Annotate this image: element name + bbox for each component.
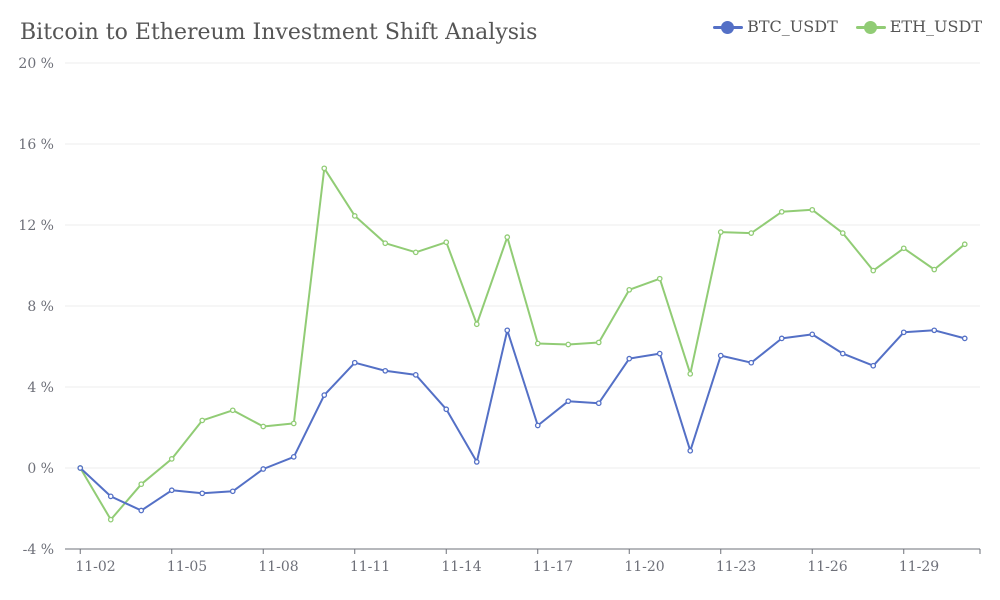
legend-label-btc: BTC_USDT <box>747 17 838 36</box>
x-tick-label: 11-17 <box>533 559 573 575</box>
data-point-btc-usdt[interactable] <box>534 422 541 429</box>
legend-swatch-btc <box>713 20 744 34</box>
chart-title: Bitcoin to Ethereum Investment Shift Ana… <box>20 20 538 45</box>
data-point-btc-usdt[interactable] <box>412 371 419 378</box>
y-tick-label: 4 % <box>27 380 54 396</box>
data-point-btc-usdt[interactable] <box>473 459 480 465</box>
series-points <box>77 165 968 523</box>
data-point-btc-usdt[interactable] <box>321 392 328 398</box>
x-axis-labels: 11-02 11-05 11-08 11-11 11-14 11-17 11-20 11-23… <box>75 559 939 575</box>
legend-item-btc[interactable]: BTC_USDT <box>713 17 838 36</box>
series-line-eth-usdt[interactable] <box>79 167 966 521</box>
data-point-eth-usdt[interactable] <box>595 339 602 346</box>
data-point-btc-usdt[interactable] <box>290 454 297 460</box>
x-tick-label: 11-23 <box>716 559 756 575</box>
y-tick-label: 16 % <box>18 137 54 153</box>
data-point-eth-usdt[interactable] <box>504 234 511 240</box>
data-point-btc-usdt[interactable] <box>778 335 785 342</box>
data-point-eth-usdt[interactable] <box>809 206 816 213</box>
y-axis-labels: -4 % 0 % 4 % 8 % 12 % 16 % 20 % <box>18 56 54 558</box>
data-point-eth-usdt[interactable] <box>290 420 297 427</box>
data-point-eth-usdt[interactable] <box>107 516 114 523</box>
data-point-btc-usdt[interactable] <box>748 359 755 366</box>
x-tick-label: 11-14 <box>441 559 481 575</box>
data-point-eth-usdt[interactable] <box>748 230 755 236</box>
chart-legend: BTC_USDT ETH_USDT <box>713 17 982 36</box>
data-point-eth-usdt[interactable] <box>443 239 450 246</box>
data-point-eth-usdt[interactable] <box>382 240 389 247</box>
data-point-eth-usdt[interactable] <box>412 249 419 256</box>
data-point-btc-usdt[interactable] <box>107 493 114 500</box>
data-point-btc-usdt[interactable] <box>229 488 236 495</box>
x-tick-label: 11-26 <box>807 559 847 575</box>
data-point-btc-usdt[interactable] <box>717 352 724 359</box>
data-point-btc-usdt[interactable] <box>138 507 145 514</box>
data-point-btc-usdt[interactable] <box>77 465 84 471</box>
data-point-eth-usdt[interactable] <box>260 423 267 430</box>
data-point-eth-usdt[interactable] <box>351 213 358 219</box>
data-point-eth-usdt[interactable] <box>870 267 877 274</box>
grid-lines <box>65 62 980 469</box>
data-point-eth-usdt[interactable] <box>229 407 236 414</box>
x-tick-label: 11-02 <box>75 559 115 575</box>
data-point-eth-usdt[interactable] <box>931 266 938 273</box>
data-point-btc-usdt[interactable] <box>199 490 206 497</box>
x-tick-label: 11-11 <box>350 559 390 575</box>
data-point-eth-usdt[interactable] <box>961 241 968 248</box>
data-point-eth-usdt[interactable] <box>565 341 572 348</box>
x-tick-label: 11-08 <box>258 559 298 575</box>
x-tick-label: 11-20 <box>624 559 664 575</box>
data-point-eth-usdt[interactable] <box>626 286 633 293</box>
series-lines <box>79 167 966 521</box>
series-line-btc-usdt[interactable] <box>79 329 966 512</box>
data-point-btc-usdt[interactable] <box>382 367 389 374</box>
data-point-eth-usdt[interactable] <box>900 245 907 252</box>
data-point-btc-usdt[interactable] <box>931 327 938 334</box>
data-point-btc-usdt[interactable] <box>961 335 968 342</box>
legend-label-eth: ETH_USDT <box>889 17 982 36</box>
data-point-btc-usdt[interactable] <box>565 398 572 405</box>
data-point-eth-usdt[interactable] <box>199 417 206 424</box>
x-tick-label: 11-05 <box>167 559 207 575</box>
data-point-eth-usdt[interactable] <box>717 229 724 235</box>
data-point-btc-usdt[interactable] <box>595 400 602 407</box>
y-tick-label: -4 % <box>23 542 54 558</box>
data-point-btc-usdt[interactable] <box>626 355 633 362</box>
data-point-btc-usdt[interactable] <box>870 362 877 369</box>
legend-item-eth[interactable]: ETH_USDT <box>855 17 982 36</box>
y-tick-label: 20 % <box>18 56 54 72</box>
data-point-eth-usdt[interactable] <box>778 208 785 215</box>
x-tick-label: 11-29 <box>899 559 939 575</box>
data-point-eth-usdt[interactable] <box>473 321 480 328</box>
data-point-eth-usdt[interactable] <box>534 340 541 347</box>
data-point-eth-usdt[interactable] <box>656 275 663 282</box>
data-point-eth-usdt[interactable] <box>168 456 175 462</box>
data-point-eth-usdt[interactable] <box>687 370 694 377</box>
data-point-eth-usdt[interactable] <box>138 481 145 488</box>
legend-swatch-eth <box>855 20 886 34</box>
data-point-eth-usdt[interactable] <box>321 165 328 172</box>
data-point-btc-usdt[interactable] <box>168 487 175 494</box>
data-point-eth-usdt[interactable] <box>839 230 846 236</box>
data-point-btc-usdt[interactable] <box>809 331 816 338</box>
data-point-btc-usdt[interactable] <box>656 350 663 357</box>
data-point-btc-usdt[interactable] <box>900 329 907 336</box>
data-point-btc-usdt[interactable] <box>504 327 511 334</box>
data-point-btc-usdt[interactable] <box>839 350 846 357</box>
y-tick-label: 8 % <box>27 299 54 315</box>
data-point-btc-usdt[interactable] <box>260 466 267 472</box>
data-point-btc-usdt[interactable] <box>443 406 450 413</box>
data-point-btc-usdt[interactable] <box>687 447 694 454</box>
y-tick-label: 0 % <box>27 461 54 477</box>
y-tick-label: 12 % <box>18 218 54 234</box>
x-axis <box>65 548 981 554</box>
data-point-btc-usdt[interactable] <box>351 359 358 366</box>
